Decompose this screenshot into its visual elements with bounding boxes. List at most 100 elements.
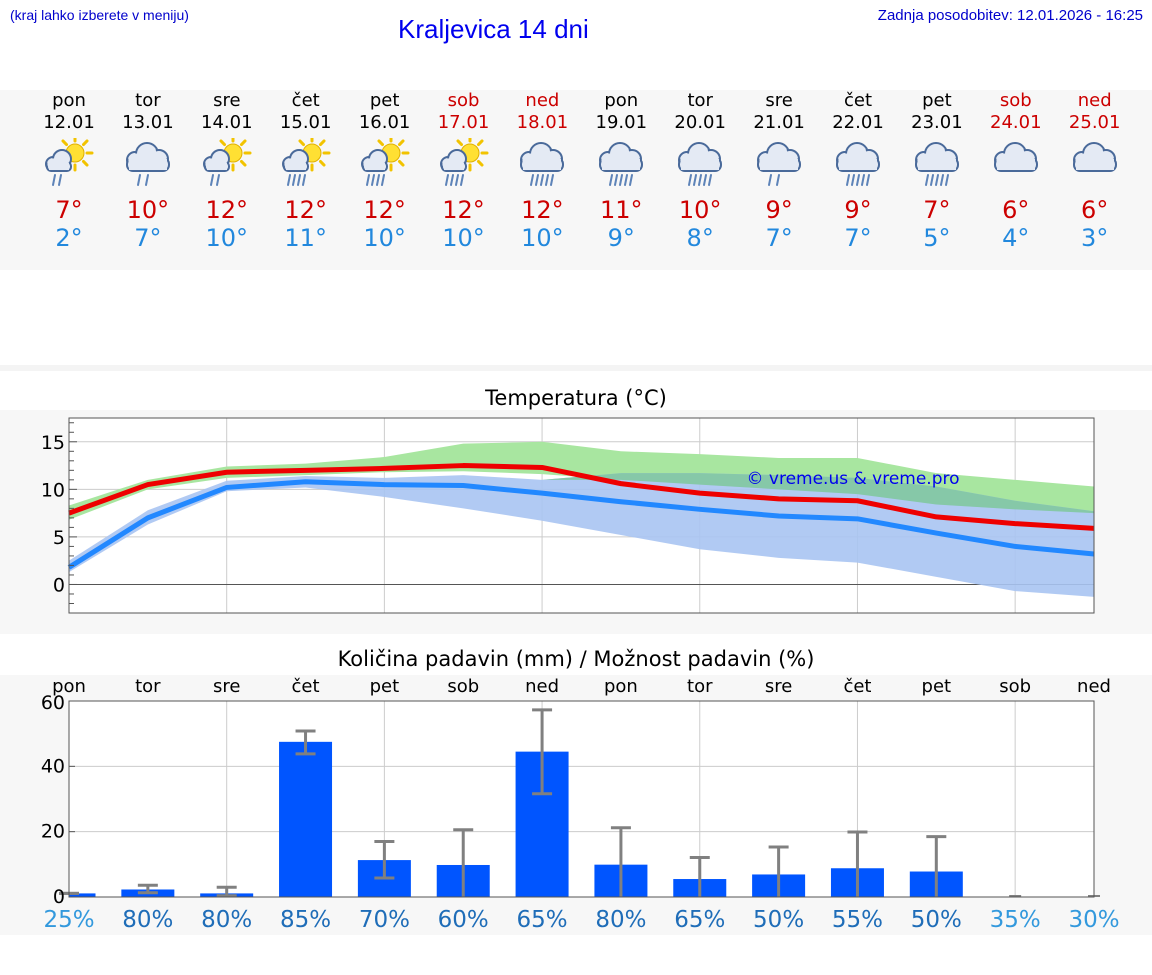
day-date: 20.01 [674,112,726,133]
temp-min: 8° [686,224,714,252]
day-label: pon [604,676,638,697]
temp-min: 10° [205,224,249,252]
cloud-heavy-rain-icon [576,138,666,194]
plot-frame [68,700,1095,898]
day-date: 19.01 [595,112,648,133]
cloud-rain-icon [734,138,824,194]
precip-probability: 65% [674,907,725,933]
precip-probability: 35% [990,907,1041,933]
cloud-icon [1050,138,1140,194]
temperature-chart-title: Temperatura (°C) [485,386,667,410]
precip-bar [69,893,96,897]
precip-probability: 80% [595,907,646,933]
temperature-chart: 0 5 10 15 © vreme.us & vreme.pro [41,417,1095,614]
precip-probability: 55% [832,907,883,933]
day-label: ned [1077,676,1111,697]
day-date: 13.01 [122,112,174,133]
precip-probability: 85% [280,907,331,933]
forecast-band [0,90,1152,270]
day-column: tor 13.01 10° 7° [103,90,193,252]
max-temp-line [68,463,1095,531]
day-label: sre [765,676,792,697]
temp-max: 10° [126,196,170,224]
day-date: 16.01 [358,112,411,133]
sun-cloud-rain-icon [24,138,114,194]
temp-max: 11° [600,196,643,224]
precip-probability: 60% [438,907,489,933]
day-date: 17.01 [437,112,490,133]
day-date: 21.01 [753,112,805,133]
day-date: 18.01 [516,112,569,133]
day-date: 22.01 [832,112,884,133]
temp-max: 7° [55,196,83,224]
day-column: ned 18.01 12° 10° [497,90,587,252]
sun-cloud-rain-icon [182,138,272,194]
day-name: pon [52,90,86,111]
temp-max: 6° [1002,196,1030,224]
day-date: 23.01 [911,112,963,133]
watermark: © vreme.us & vreme.pro [746,469,959,489]
day-column: pet 23.01 7° 5° [892,90,982,252]
day-name: čet [843,90,873,111]
temp-max: 12° [284,196,327,224]
precip-probability: 30% [1068,907,1119,933]
y-tick-label: 40 [41,755,65,777]
temp-max: 6° [1081,196,1109,224]
day-name: čet [291,90,320,111]
y-tick-label: 5 [53,527,65,549]
temp-min: 4° [1002,224,1030,252]
temp-min: 7° [134,224,162,252]
y-tick-label: 10 [41,479,65,501]
y-tick-label: 15 [41,432,65,454]
temp-min: 7° [765,224,793,252]
day-name: pet [369,90,400,111]
day-name: ned [525,90,560,111]
y-tick-label: 0 [53,886,65,908]
temp-min: 10° [363,224,406,252]
precip-probability: 80% [201,907,252,933]
temp-max: 12° [205,196,249,224]
cloud-icon [971,138,1061,194]
day-column: pon 19.01 11° 9° [576,90,666,252]
temp-min: 2° [55,224,83,252]
temp-min: 9° [607,224,635,252]
cloud-rain-icon [103,138,193,194]
day-name: tor [135,90,161,111]
day-label: pet [370,676,400,697]
day-column: čet 15.01 12° 11° [261,90,351,252]
location-hint: (kraj lahko izberete v meniju) [10,7,189,23]
temp-min: 5° [923,224,951,252]
day-column: sob 24.01 6° 4° [971,90,1061,252]
day-label: sre [213,676,240,697]
day-date: 14.01 [201,112,253,133]
temp-max: 10° [678,196,722,224]
day-column: sob 17.01 12° 10° [419,90,509,252]
temp-min: 7° [844,224,872,252]
day-label: tor [687,676,713,697]
precip-bar [279,741,333,897]
day-name: pon [604,90,639,111]
day-date: 24.01 [990,112,1042,133]
day-column: tor 20.01 10° 8° [655,90,745,252]
y-tick-label: 0 [53,574,65,596]
day-label: ned [525,676,559,697]
day-date: 12.01 [43,112,95,133]
precipitation-chart-title: Količina padavin (mm) / Možnost padavin … [337,647,815,671]
day-date: 25.01 [1068,112,1121,133]
temp-max: 9° [765,196,793,224]
precip-probability: 25% [43,907,94,933]
day-column: ned 25.01 6° 3° [1050,90,1140,252]
day-date: 15.01 [279,112,332,133]
temp-max: 12° [363,196,406,224]
plot-area [69,701,1094,897]
cloud-heavy-rain-icon [813,138,903,194]
sun-cloud-heavy-rain-icon [419,138,509,194]
temp-min: 10° [521,224,564,252]
sun-cloud-heavy-rain-icon [340,138,430,194]
temp-min: 11° [284,224,327,252]
max-range-band [69,441,1094,520]
day-label: pet [922,676,952,697]
temp-max: 9° [844,196,872,224]
day-column: pon 12.01 7° 2° [24,90,114,252]
day-name: sob [999,90,1032,111]
